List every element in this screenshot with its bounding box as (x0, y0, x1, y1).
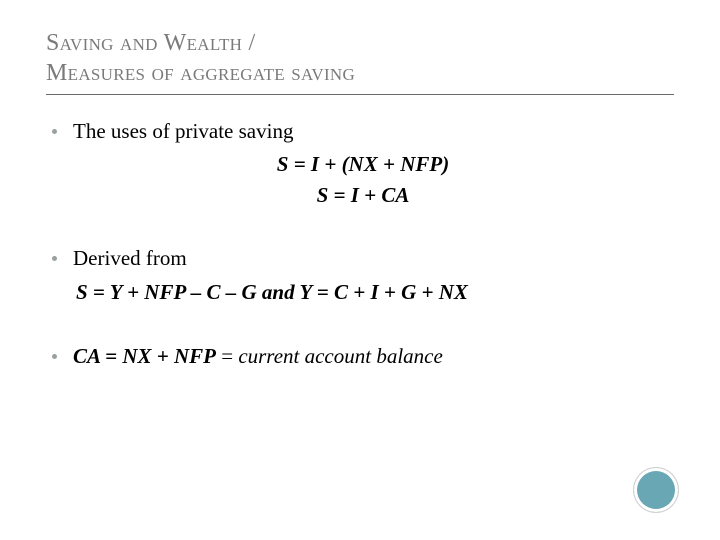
bullet-icon (52, 354, 57, 359)
title-line-1: Saving and Wealth / (46, 28, 674, 58)
bullet-3: CA = NX + NFP = current account balance (52, 342, 674, 370)
title-divider (46, 94, 674, 95)
bullet-3-bold: CA = NX + NFP (73, 344, 216, 368)
bullet-icon (52, 129, 57, 134)
slide: Saving and Wealth / Measures of aggregat… (0, 0, 720, 540)
bullet-3-tail: current account balance (238, 344, 443, 368)
circle-icon (634, 468, 678, 512)
equation-1: S = I + (NX + NFP) (52, 149, 674, 179)
bullet-1: The uses of private saving (52, 117, 674, 145)
bullet-3-eq: = (216, 344, 238, 368)
bullet-2-text: Derived from (73, 244, 187, 272)
bullet-1-text: The uses of private saving (73, 117, 293, 145)
bullet-3-text: CA = NX + NFP = current account balance (73, 342, 443, 370)
equation-2: S = I + CA (52, 180, 674, 210)
content-area: The uses of private saving S = I + (NX +… (46, 117, 674, 370)
slide-title: Saving and Wealth / Measures of aggregat… (46, 28, 674, 88)
bullet-2: Derived from (52, 244, 674, 272)
title-line-2: Measures of aggregate saving (46, 58, 674, 88)
equation-3: S = Y + NFP – C – G and Y = C + I + G + … (52, 277, 674, 309)
bullet-icon (52, 256, 57, 261)
